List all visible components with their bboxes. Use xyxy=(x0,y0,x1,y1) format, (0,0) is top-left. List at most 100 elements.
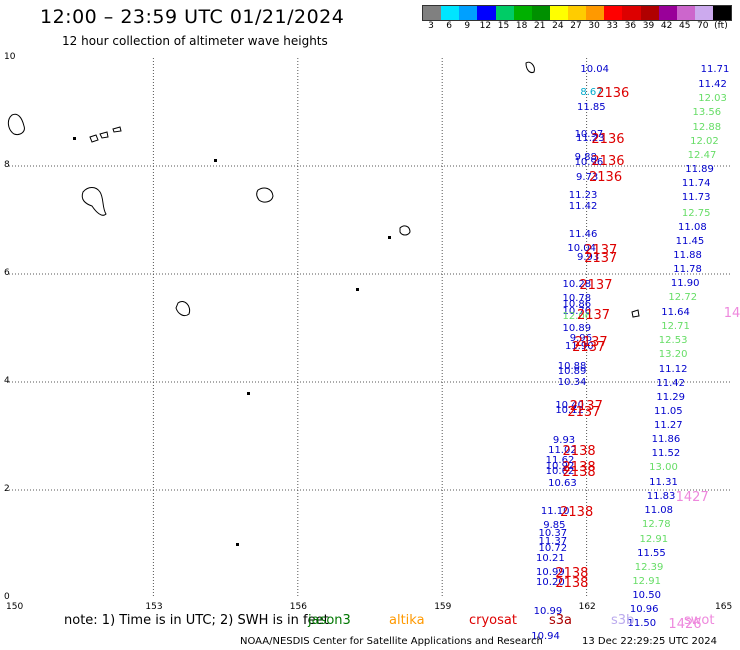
colorbar-swatch xyxy=(423,6,442,20)
colorbar-label: 33 xyxy=(606,21,618,31)
wave-height-value: 11.23 xyxy=(568,190,598,202)
satellite-legend-item: jason3 xyxy=(308,613,351,628)
island-dot xyxy=(73,137,76,140)
wave-height-value: 13.00 xyxy=(649,462,678,474)
colorbar-label: 36 xyxy=(624,21,637,31)
wave-height-value: 11.42 xyxy=(656,377,686,389)
colorbar-swatch xyxy=(495,6,514,20)
cycle-number-label: 2138 xyxy=(560,505,594,521)
wave-height-value: 12.72 xyxy=(668,291,698,303)
wave-height-value: 10.50 xyxy=(632,590,661,602)
wave-height-value: 10.20 xyxy=(536,577,565,589)
cycle-number-label: 2138 xyxy=(562,465,596,481)
wave-height-value: 11.08 xyxy=(678,221,707,233)
colorbar-swatch xyxy=(477,6,496,20)
wave-height-value: 11.71 xyxy=(700,64,730,76)
wave-height-value: 9.93 xyxy=(552,435,576,447)
wave-height-value: 10.94 xyxy=(531,630,560,642)
wave-height-value: 11.02 xyxy=(548,445,577,457)
footer-credit: NOAA/NESDIS Center for Satellite Applica… xyxy=(240,636,543,647)
wave-height-value: 11.74 xyxy=(681,178,711,190)
wave-height-value: 11.64 xyxy=(661,306,690,318)
wave-height-value: 12.06 xyxy=(562,311,592,323)
x-tick-label: 162 xyxy=(578,602,596,612)
wave-height-value: 12.78 xyxy=(641,519,671,531)
wave-height-value: 13.20 xyxy=(658,349,688,360)
wave-height-value: 11.85 xyxy=(576,102,606,114)
colorbar-label: 70 xyxy=(697,21,709,31)
x-tick-label: 153 xyxy=(145,602,163,612)
cycle-number-label: 1427 xyxy=(675,490,709,506)
wave-height-value: 11.08 xyxy=(644,505,673,517)
island-outline xyxy=(175,300,191,317)
wave-height-value: 11.05 xyxy=(653,405,683,417)
wave-height-value: 10.89 xyxy=(557,365,587,377)
wave-height-value: 9.96 xyxy=(569,332,593,344)
colorbar-label: 9 xyxy=(464,21,471,31)
island-dot xyxy=(388,236,391,239)
colorbar-swatch xyxy=(459,6,478,20)
wave-height-value: 10.62 xyxy=(545,466,575,478)
colorbar-label: 39 xyxy=(642,21,655,31)
satellite-legend-item: swot xyxy=(684,613,715,628)
wave-height-value: 12.03 xyxy=(698,93,727,105)
satellite-legend-item: s3a xyxy=(549,613,573,628)
colorbar-swatch xyxy=(549,6,568,20)
island-dot xyxy=(236,543,239,546)
wave-height-value: 11.50 xyxy=(627,618,657,630)
colorbar-label: 12 xyxy=(479,21,492,31)
wave-height-value: 11.73 xyxy=(681,192,711,204)
cycle-number-label: 2137 xyxy=(572,339,606,355)
wave-height-value: 10.88 xyxy=(557,360,587,372)
wave-height-value: 10.34 xyxy=(557,377,587,389)
colorbar-swatch xyxy=(441,6,460,20)
colorbar-label: (ft) xyxy=(714,21,728,31)
wave-height-value: 9.73 xyxy=(576,172,599,184)
cycle-number-label: 2136 xyxy=(591,153,625,169)
wave-height-value: 10.97 xyxy=(574,129,604,141)
colorbar-label: 30 xyxy=(588,21,600,31)
wave-height-value: 12.88 xyxy=(692,121,722,133)
satellite-legend-item: cryosat xyxy=(469,613,517,628)
wave-height-value: 11.52 xyxy=(651,448,681,460)
x-tick-label: 150 xyxy=(6,602,24,612)
wave-height-value: 10.96 xyxy=(574,157,604,169)
wave-height-value: 11.90 xyxy=(564,341,594,353)
island-dot xyxy=(214,159,217,162)
wave-height-value: 10.37 xyxy=(538,528,568,540)
wave-height-value: 12.71 xyxy=(661,320,690,332)
wave-height-value: 11.62 xyxy=(545,455,575,467)
colorbar-swatch xyxy=(658,6,677,20)
wave-height-value: 12.02 xyxy=(690,135,719,147)
wave-height-value: 10.96 xyxy=(629,604,659,616)
island-outline xyxy=(399,225,411,236)
colorbar-label: 6 xyxy=(446,21,453,31)
wave-height-value: 10.40 xyxy=(555,399,584,411)
x-tick-label: 159 xyxy=(434,602,452,612)
wave-height-value: 11.83 xyxy=(646,491,676,503)
x-tick-label: 165 xyxy=(715,602,733,612)
wave-height-value: 11.89 xyxy=(685,164,714,176)
colorbar-swatch xyxy=(513,6,532,20)
wave-height-value: 9.88 xyxy=(574,151,597,163)
wave-height-value: 12.91 xyxy=(632,575,661,587)
wave-height-value: 11.31 xyxy=(649,476,678,488)
y-tick-label: 10 xyxy=(4,52,16,62)
wave-height-value: 10.21 xyxy=(536,553,565,565)
island-outline xyxy=(112,126,122,133)
colorbar-swatch xyxy=(694,6,713,20)
wave-height-value: 11.27 xyxy=(653,420,683,432)
footer-note: note: 1) Time is in UTC; 2) SWH is in fe… xyxy=(64,613,329,628)
satellite-legend-item: altika xyxy=(389,613,425,628)
colorbar-label: 45 xyxy=(678,21,691,31)
island-outline xyxy=(99,131,109,139)
page-title: 12:00 – 23:59 UTC 01/21/2024 xyxy=(40,6,345,28)
island-outline xyxy=(525,61,535,73)
wave-height-value: 11.45 xyxy=(675,235,705,247)
y-tick-label: 4 xyxy=(4,376,10,386)
colorbar-swatch xyxy=(676,6,695,20)
wave-height-value: 10.78 xyxy=(562,293,592,305)
colorbar-legend xyxy=(422,5,732,21)
colorbar-label: 24 xyxy=(552,21,564,31)
wave-height-value: 11.12 xyxy=(658,363,688,375)
